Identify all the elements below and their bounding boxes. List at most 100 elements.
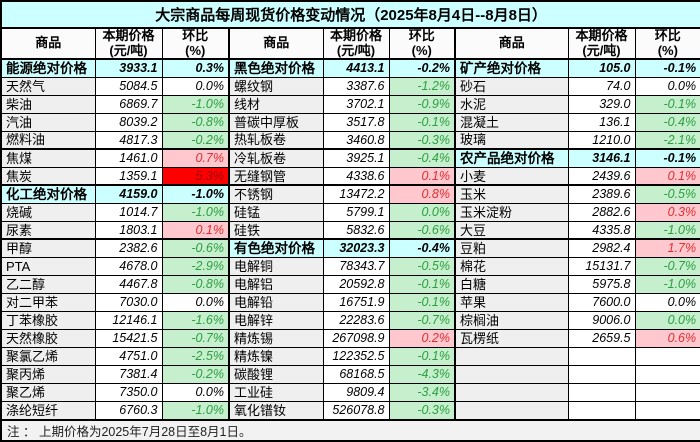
change-cell <box>634 383 700 403</box>
price-cell: 20592.8 <box>322 274 390 295</box>
header-row: 商品 本期价格 (元/吨) 环比 (%) 商品 本期价格 (元/吨) 环比 (%… <box>0 27 700 61</box>
table-row: 柴油 6869.7 -1.0% 线材 3702.1 -0.9% 水泥 329.0 -0.1% <box>0 94 700 114</box>
commodity-name-cell: 冷轧板卷 <box>228 148 324 168</box>
commodity-name-cell: 对二甲苯 <box>0 292 96 313</box>
change-cell: -0.7% <box>634 256 700 276</box>
price-cell <box>567 347 636 367</box>
commodity-name-cell: 不锈钢 <box>228 184 324 204</box>
change-cell: -3.4% <box>388 383 456 403</box>
commodity-name-cell: 尿素 <box>0 220 96 240</box>
commodity-name-cell: 大豆 <box>454 220 569 240</box>
table-row: 能源绝对价格 3933.1 0.3% 黑色绝对价格 4413.1 -0.2% 矿产绝对价格 1… <box>0 58 700 78</box>
commodity-name-cell: 精炼镍 <box>228 347 324 367</box>
price-cell: 7350.0 <box>94 383 163 403</box>
commodity-name-cell: 混凝土 <box>454 112 569 132</box>
commodity-name-cell: 天然气 <box>0 76 96 96</box>
price-cell: 1359.1 <box>94 166 163 186</box>
change-cell: 0.1% <box>161 220 230 240</box>
commodity-name-cell: 水泥 <box>454 94 569 114</box>
header-commodity: 商品 <box>454 27 569 61</box>
change-cell: 0.0% <box>388 202 456 222</box>
commodity-name-cell: 电解铅 <box>228 292 324 313</box>
change-cell: 5.3% <box>161 166 230 186</box>
table-row: 对二甲苯 7030.0 0.0% 电解铅 16751.9 -0.1% 苹果 7600.0 0.0… <box>0 292 700 313</box>
table-head: 大宗商品每周现货价格变动情况（2025年8月4日--8月8日） 商品 本期价格 … <box>0 0 700 61</box>
table-foot: 注 ： 上期价格为2025年7月28日至8月1日。 <box>0 419 700 442</box>
change-cell: -0.1% <box>388 347 456 367</box>
price-cell: 8039.2 <box>94 112 163 132</box>
change-cell: -0.1% <box>388 274 456 295</box>
commodity-name-cell: 苹果 <box>454 292 569 313</box>
commodity-name-cell <box>454 401 569 421</box>
commodity-name-cell: 豆粕 <box>454 238 569 258</box>
change-cell: -1.0% <box>161 94 230 114</box>
commodity-name-cell: 丁苯橡胶 <box>0 311 96 331</box>
header-change: 环比 (%) <box>388 27 456 61</box>
table-body: 能源绝对价格 3933.1 0.3% 黑色绝对价格 4413.1 -0.2% 矿产绝对价格 1… <box>0 58 700 421</box>
price-cell: 74.0 <box>567 76 636 96</box>
header-commodity: 商品 <box>228 27 324 61</box>
change-cell: 0.0% <box>161 76 230 96</box>
price-cell: 7600.0 <box>567 292 636 313</box>
price-cell: 16751.9 <box>322 292 390 313</box>
header-price: 本期价格 (元/吨) <box>322 27 390 61</box>
commodity-name-cell: 棕榈油 <box>454 311 569 331</box>
commodity-name-cell: 黑色绝对价格 <box>228 58 324 78</box>
change-cell: -0.3% <box>388 130 456 150</box>
table-row: 甲醇 2382.6 -0.6% 有色绝对价格 32023.3 -0.4% 豆粕 2982.4 1… <box>0 238 700 258</box>
commodity-name-cell: 热轧板卷 <box>228 130 324 150</box>
change-cell: -0.6% <box>161 238 230 258</box>
price-cell: 4817.3 <box>94 130 163 150</box>
commodity-name-cell: 燃料油 <box>0 130 96 150</box>
commodity-name-cell <box>454 365 569 385</box>
change-cell: 0.0% <box>634 76 700 96</box>
change-cell: 0.0% <box>161 383 230 403</box>
change-cell: -0.3% <box>388 401 456 421</box>
title-row: 大宗商品每周现货价格变动情况（2025年8月4日--8月8日） <box>0 0 700 29</box>
price-cell: 1014.7 <box>94 202 163 222</box>
price-cell <box>567 365 636 385</box>
price-cell: 2982.4 <box>567 238 636 258</box>
table-row: 天然橡胶 15421.5 -0.7% 精炼锡 267098.9 0.2% 瓦楞纸 2659.5… <box>0 329 700 349</box>
price-cell: 13472.2 <box>322 184 390 204</box>
footer-note: 注 ： 上期价格为2025年7月28日至8月1日。 <box>0 419 700 442</box>
commodity-name-cell: 电解锌 <box>228 311 324 331</box>
change-cell: 1.7% <box>634 238 700 258</box>
commodity-name-cell: 聚丙烯 <box>0 365 96 385</box>
price-cell: 3517.8 <box>322 112 390 132</box>
change-cell: -4.3% <box>388 365 456 385</box>
commodity-name-cell: 电解铝 <box>228 274 324 295</box>
change-cell: -0.1% <box>634 148 700 168</box>
commodity-name-cell: 碳酸锂 <box>228 365 324 385</box>
commodity-name-cell: 焦煤 <box>0 148 96 168</box>
price-cell: 3933.1 <box>94 58 163 78</box>
price-cell: 5975.8 <box>567 274 636 295</box>
commodity-name-cell: 农产品绝对价格 <box>454 148 569 168</box>
table-row: 化工绝对价格 4159.0 -1.0% 不锈钢 13472.2 0.8% 玉米 2389.6-… <box>0 184 700 204</box>
table-row: 天然气 5084.5 0.0% 螺纹钢 3387.6 -1.2% 砂石 74.0 0.0% <box>0 76 700 96</box>
price-cell: 5799.1 <box>322 202 390 222</box>
table-row: 聚乙烯 7350.0 0.0% 工业硅 9809.4 -3.4% <box>0 383 700 403</box>
price-cell: 3460.8 <box>322 130 390 150</box>
price-cell: 4413.1 <box>322 58 390 78</box>
commodity-name-cell: 线材 <box>228 94 324 114</box>
change-cell: 0.2% <box>388 329 456 349</box>
table-row: 涤纶短纤 6760.3 -1.0% 氧化镨钕 526078.8 -0.3% <box>0 401 700 421</box>
change-cell: -0.2% <box>161 130 230 150</box>
commodity-name-cell: 电解铜 <box>228 256 324 276</box>
commodity-name-cell: 精炼锡 <box>228 329 324 349</box>
commodity-name-cell: 涤纶短纤 <box>0 401 96 421</box>
price-cell: 68168.5 <box>322 365 390 385</box>
commodity-name-cell: 小麦 <box>454 166 569 186</box>
commodity-name-cell <box>454 347 569 367</box>
change-cell: -1.2% <box>388 76 456 96</box>
change-cell: 0.1% <box>388 166 456 186</box>
price-cell: 329.0 <box>567 94 636 114</box>
change-cell: 0.8% <box>388 184 456 204</box>
change-cell: -2.5% <box>161 347 230 367</box>
table-row: 汽油 8039.2 -0.8% 普碳中厚板 3517.8 -0.1% 混凝土 136.1 -0.… <box>0 112 700 132</box>
table-row: 尿素 1803.1 0.1% 硅铁 5832.6 -0.6% 大豆 4335.8 -1.0% <box>0 220 700 240</box>
price-cell: 4335.8 <box>567 220 636 240</box>
price-cell: 4751.0 <box>94 347 163 367</box>
change-cell: -0.4% <box>388 238 456 258</box>
